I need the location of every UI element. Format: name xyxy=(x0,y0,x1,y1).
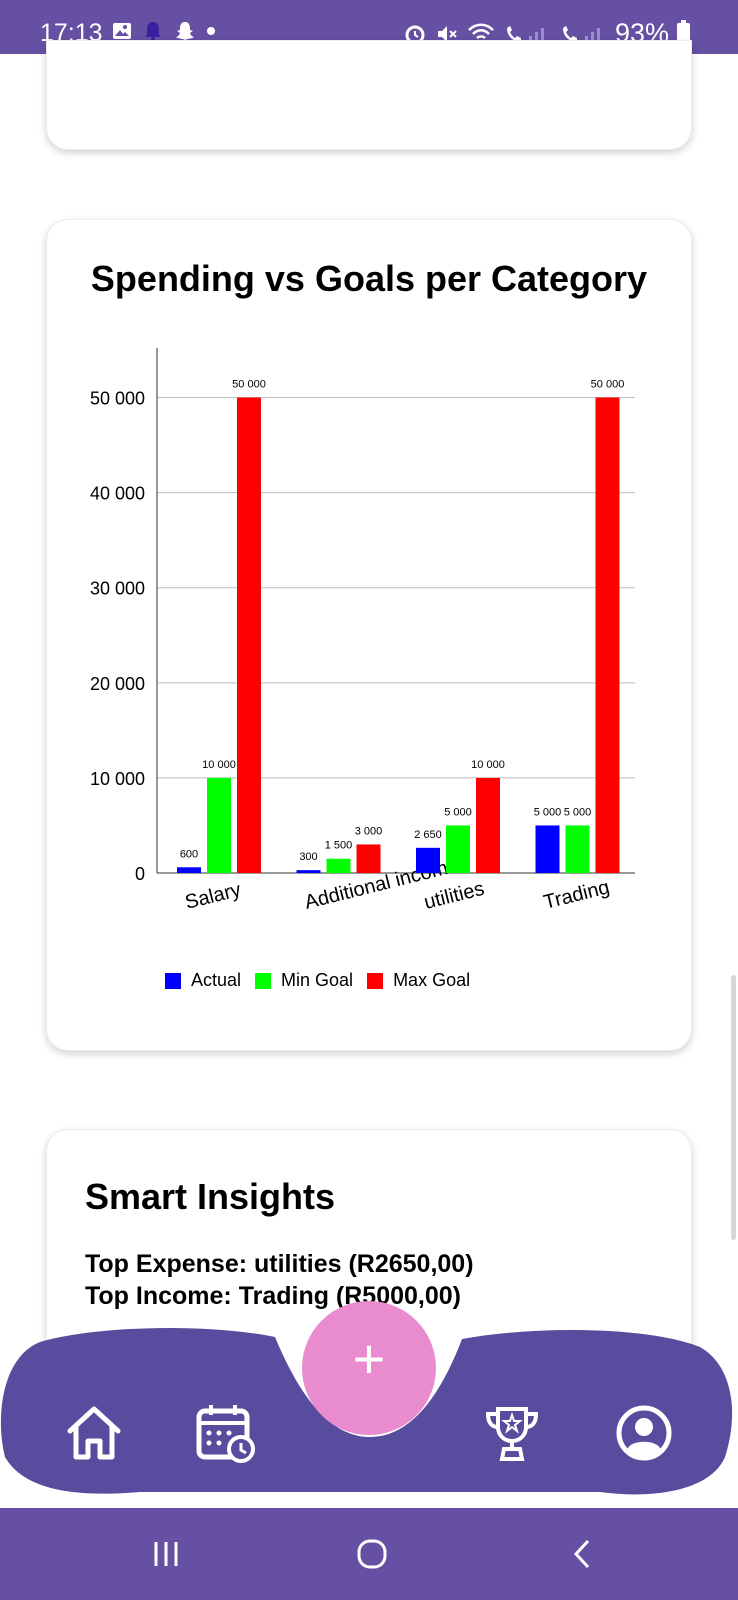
recent-apps-icon[interactable] xyxy=(150,1538,182,1570)
legend-item-max-goal: Max Goal xyxy=(367,970,470,991)
x-category-label: Salary xyxy=(183,879,243,914)
y-tick-label: 10 000 xyxy=(90,769,145,789)
legend-swatch-min-goal xyxy=(255,972,272,989)
system-navigation-bar xyxy=(0,1508,738,1600)
bar-data-label: 2 650 xyxy=(414,829,442,841)
bar xyxy=(326,858,351,873)
bar-data-label: 5 000 xyxy=(564,806,592,818)
bar xyxy=(296,870,321,873)
bar-data-label: 5 000 xyxy=(444,806,472,818)
bar-data-label: 10 000 xyxy=(202,759,236,771)
back-icon[interactable] xyxy=(566,1538,598,1570)
bar-data-label: 5 000 xyxy=(534,806,562,818)
legend-swatch-actual xyxy=(165,972,181,989)
snapchat-icon xyxy=(176,22,194,40)
bar-data-label: 1 500 xyxy=(325,840,353,852)
gallery-icon xyxy=(113,23,131,39)
bottom-nav-bar xyxy=(0,1327,733,1495)
top-income-text: Top Income: Trading (R5000,00) xyxy=(85,1282,462,1310)
bar-data-label: 10 000 xyxy=(471,759,505,771)
profile-icon[interactable] xyxy=(612,1401,676,1465)
bar xyxy=(446,825,470,873)
battery-icon xyxy=(677,19,690,45)
chart-title: Spending vs Goals per Category xyxy=(90,258,648,299)
bar-data-label: 50 000 xyxy=(591,379,625,391)
mute-icon xyxy=(437,25,457,42)
y-tick-label: 40 000 xyxy=(90,484,145,504)
status-notification-icons xyxy=(112,20,216,42)
dot-icon xyxy=(207,27,215,35)
bar xyxy=(565,825,590,873)
x-category-label: Trading xyxy=(541,876,611,914)
scrollbar[interactable] xyxy=(731,975,736,1240)
bar-data-label: 50 000 xyxy=(232,379,266,391)
y-tick-label: 20 000 xyxy=(90,674,145,694)
spending-vs-goals-chart: 0 10 000 20 000 30 000 40 000 50 000 600 10 000… xyxy=(90,348,635,914)
bar xyxy=(535,825,560,873)
bar xyxy=(476,777,500,873)
trophy-icon[interactable] xyxy=(480,1401,544,1465)
bar xyxy=(356,844,381,873)
chart-legend: Actual Min Goal Max Goal xyxy=(165,970,484,991)
legend-swatch-max-goal xyxy=(367,972,384,989)
previous-card xyxy=(46,40,692,150)
bar-data-label: 300 xyxy=(299,851,317,863)
bar-data-label: 3 000 xyxy=(355,825,383,837)
top-expense-text: Top Expense: utilities (R2650,00) xyxy=(85,1250,474,1278)
y-tick-label: 30 000 xyxy=(90,579,145,599)
add-button[interactable]: + xyxy=(302,1301,436,1435)
y-tick-label: 50 000 xyxy=(90,389,145,409)
legend-label-actual: Actual xyxy=(191,970,242,990)
bar xyxy=(177,867,201,873)
insights-title: Smart Insights xyxy=(85,1176,336,1217)
legend-item-min-goal: Min Goal xyxy=(255,970,353,991)
legend-item-actual: Actual xyxy=(165,970,241,991)
bar xyxy=(207,777,231,873)
home-icon[interactable] xyxy=(62,1401,126,1465)
home-button-icon[interactable] xyxy=(356,1538,388,1570)
bar xyxy=(595,397,620,873)
bar xyxy=(416,847,440,873)
spending-vs-goals-card: Spending vs Goals per Category 0 10 000 20… xyxy=(46,219,692,1051)
bar-data-label: 600 xyxy=(180,848,198,860)
signal-sim2-icon xyxy=(562,25,600,42)
y-tick-label: 0 xyxy=(135,864,145,884)
x-category-label: utilities xyxy=(422,878,487,914)
legend-label-min-goal: Min Goal xyxy=(281,970,354,990)
add-icon: + xyxy=(352,1327,386,1390)
bell-icon xyxy=(145,22,161,41)
signal-sim1-icon xyxy=(506,25,544,42)
bar xyxy=(237,397,261,873)
legend-label-max-goal: Max Goal xyxy=(393,970,471,990)
calendar-icon[interactable] xyxy=(193,1401,257,1465)
